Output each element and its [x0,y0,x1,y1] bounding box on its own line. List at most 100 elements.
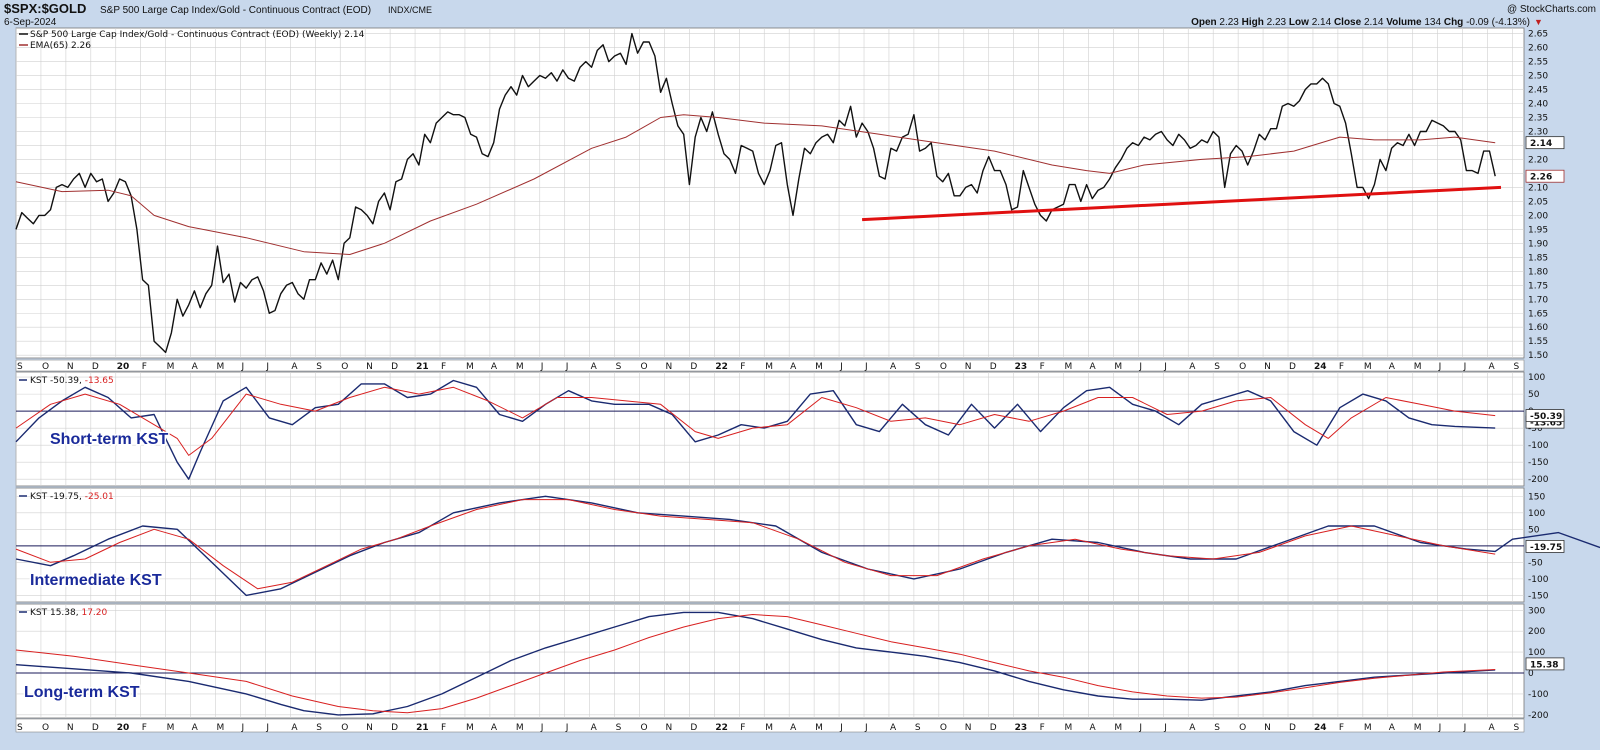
price-x-axis-bg [15,359,1525,372]
intermediate-signal-value: -25.01 [85,492,114,502]
long-term-x-tick-label: M [1364,723,1372,733]
long-term-x-tick-label: 23 [1015,723,1028,733]
price-y-tick-label: 1.50 [1528,351,1548,361]
price-x-tick-label: F [142,362,147,372]
price-last-value-box [1525,136,1565,150]
price-x-tick-label: A [1189,362,1196,372]
price-x-tick-label: A [890,362,897,372]
price-y-tick-label: 2.30 [1528,127,1548,137]
long-term-x-tick-label: F [441,723,446,733]
price-y-tick-label: 2.65 [1528,30,1548,40]
short-term-plot-area [15,371,1525,487]
price-x-tick-label: S [1513,362,1519,372]
price-x-tick-label: 20 [117,362,130,372]
long-term-x-tick-label: O [641,723,648,733]
long-term-x-tick-label: O [940,723,947,733]
price-last-value-box [1525,169,1565,183]
long-term-x-tick-label: D [990,723,997,733]
price-x-tick-label: M [516,362,524,372]
intermediate-legend-label: KST -19.75, -25.01 [30,492,114,502]
price-ema-65--line [15,114,1496,255]
price-x-tick-label: J [1138,362,1142,372]
price-x-tick-label: D [1289,362,1296,372]
price-x-tick-label: 24 [1314,362,1327,372]
short-term-signal-line [15,386,1496,456]
price-x-tick-label: M [1364,362,1372,372]
long-term-x-tick-label: J [265,723,269,733]
intermediate-y-tick-label: -100 [1528,575,1549,585]
intermediate-y-tick-label: -50 [1528,558,1543,568]
long-term-x-tick-label: J [839,723,843,733]
long-term-x-tick-label: M [765,723,773,733]
long-term-x-tick-label: N [665,723,672,733]
price-x-tick-label: 21 [416,362,429,372]
short-term-y-tick-label: 100 [1528,373,1545,383]
price-x-tick-label: J [540,362,544,372]
price-x-tick-label: O [641,362,648,372]
price-x-tick-label: N [67,362,74,372]
price-x-tick-label: J [1438,362,1442,372]
long-term-panel-label: Long-term KST [24,684,140,701]
long-term-x-tick-label: S [316,723,322,733]
price-x-tick-label: A [1089,362,1096,372]
long-term-plot-area [15,603,1525,719]
long-term-x-tick-label: A [1489,723,1496,733]
long-term-x-tick-label: 24 [1314,723,1327,733]
price-x-tick-label: A [591,362,598,372]
long-term-kst-line [15,611,1496,716]
long-term-x-tick-label: D [391,723,398,733]
long-term-x-tick-label: N [67,723,74,733]
price-y-tick-label: 2.50 [1528,72,1548,82]
price-x-tick-label: S [1214,362,1220,372]
long-term-kst-value: KST 15.38, [30,608,81,618]
long-term-x-tick-label: M [516,723,524,733]
price-x-tick-label: N [1264,362,1271,372]
price-x-tick-label: D [690,362,697,372]
long-term-signal-line [15,614,1496,714]
long-term-x-tick-label: S [1214,723,1220,733]
price-x-tick-label: M [217,362,225,372]
price-x-tick-label: J [1163,362,1167,372]
short-term-panel-label: Short-term KST [50,431,168,448]
long-term-x-tick-label: M [1114,723,1122,733]
price-x-tick-label: M [1114,362,1122,372]
long-term-y-tick-label: 100 [1528,648,1545,658]
price-y-tick-label: 1.70 [1528,295,1548,305]
price-y-tick-label: 2.20 [1528,155,1548,165]
price-x-tick-label: O [42,362,49,372]
price-x-tick-label: J [565,362,569,372]
long-term-x-tick-label: N [965,723,972,733]
price-x-tick-label: N [965,362,972,372]
symbol: $SPX:$GOLD [4,1,86,16]
intermediate-y-tick-label: -150 [1528,591,1549,601]
price-y-tick-label: 1.85 [1528,253,1548,263]
intermediate-y-tick-label: 100 [1528,509,1545,519]
price-y-tick-label: 2.45 [1528,86,1548,96]
price-last-value-label: 2.14 [1530,139,1552,149]
long-term-x-tick-label: S [616,723,622,733]
long-term-x-tick-label: J [540,723,544,733]
intermediate-panel-label: Intermediate KST [30,572,162,589]
long-term-x-tick-label: A [1089,723,1096,733]
long-term-x-tick-label: A [890,723,897,733]
price-x-tick-label: S [17,362,23,372]
price-x-tick-label: A [192,362,199,372]
short-term-y-tick-label: -150 [1528,458,1549,468]
long-term-x-tick-label: M [815,723,823,733]
price-x-tick-label: M [765,362,773,372]
long-term-x-tick-label: 22 [715,723,728,733]
long-term-last-value-label: 15.38 [1530,660,1558,670]
long-term-x-tick-label: D [690,723,697,733]
price-y-tick-label: 1.90 [1528,239,1548,249]
long-term-x-tick-label: S [1513,723,1519,733]
price-x-tick-label: F [740,362,745,372]
copyright: @ StockCharts.com [1507,4,1596,15]
long-term-x-tick-label: N [1264,723,1271,733]
price-x-tick-label: O [1239,362,1246,372]
long-term-y-tick-label: 0 [1528,669,1534,679]
price-y-tick-label: 1.75 [1528,281,1548,291]
long-term-x-tick-label: A [291,723,298,733]
long-term-panel: 300 200 100 0 -100 -200 KST 15.38, 17.20 Long-t… [15,603,1565,721]
